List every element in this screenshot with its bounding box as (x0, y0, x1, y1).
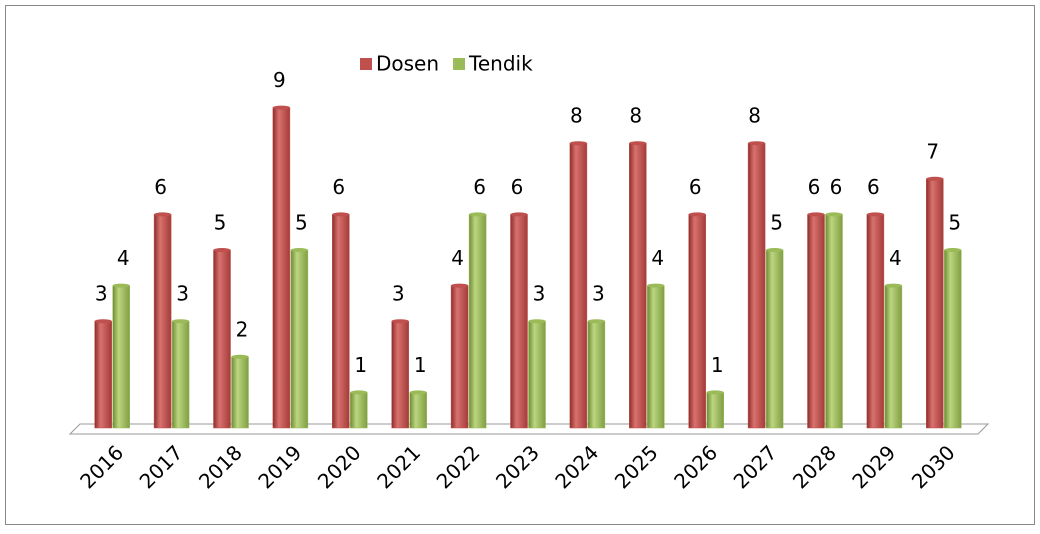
data-label: 7 (926, 139, 939, 163)
bar-top (213, 248, 231, 252)
bar-top (587, 319, 605, 324)
bar (94, 320, 112, 429)
bar (409, 392, 427, 429)
bar-top (944, 248, 962, 252)
bar (629, 142, 647, 429)
bar (272, 107, 291, 429)
data-label: 2 (236, 317, 249, 341)
bar-top (866, 212, 884, 217)
data-label: 6 (689, 175, 702, 199)
bar-top (926, 176, 944, 181)
bar (884, 285, 903, 429)
bar (926, 178, 944, 429)
data-label: 3 (592, 282, 605, 306)
bar (807, 214, 825, 429)
data-label: 3 (176, 282, 189, 306)
data-label: 8 (570, 104, 583, 128)
bar-top (766, 248, 784, 252)
bar-top (172, 319, 190, 324)
bar-top (510, 212, 528, 217)
data-label: 6 (867, 175, 880, 199)
bar (112, 285, 130, 429)
bar (587, 320, 606, 429)
bar (647, 285, 665, 429)
bar-top (629, 141, 647, 146)
bar-top (154, 212, 172, 217)
bar-top (469, 212, 487, 217)
legend-swatch (453, 58, 466, 70)
bar-top (409, 390, 427, 395)
data-label: 5 (214, 211, 227, 235)
bar (688, 214, 706, 429)
data-label: 3 (533, 282, 546, 306)
data-label: 4 (117, 246, 130, 270)
bar (825, 214, 843, 429)
bar (706, 392, 724, 429)
data-label: 8 (629, 104, 642, 128)
data-label: 5 (295, 211, 308, 235)
bar (944, 249, 962, 429)
data-label: 4 (451, 246, 464, 270)
data-label: 3 (95, 282, 108, 306)
bar (391, 320, 409, 429)
bar (765, 249, 784, 429)
bar-top (94, 319, 112, 324)
bar (153, 214, 172, 429)
bar-top (231, 354, 249, 359)
bar (350, 392, 368, 429)
data-label: 5 (770, 211, 783, 235)
bar-top (290, 248, 308, 252)
bar (569, 142, 588, 429)
bar-top (647, 283, 665, 288)
bar-top (569, 141, 587, 146)
bar-top (688, 212, 706, 217)
data-label: 9 (273, 68, 286, 92)
data-label: 1 (354, 353, 367, 377)
data-label: 6 (332, 175, 345, 199)
bar-top (706, 390, 724, 395)
bar-top (332, 212, 350, 217)
legend-swatch (360, 58, 372, 70)
bar (528, 320, 546, 429)
bar (171, 320, 190, 429)
bar-top (825, 212, 843, 217)
bar-top (272, 105, 290, 110)
bar (747, 142, 766, 429)
bar (510, 214, 528, 429)
bar-top (748, 141, 766, 146)
data-label: 3 (392, 282, 405, 306)
data-label: 6 (511, 175, 524, 199)
bar-top (807, 212, 825, 217)
legend-label: Dosen (376, 52, 439, 76)
bar (450, 285, 469, 429)
bar (213, 249, 231, 429)
bar (290, 249, 309, 429)
data-label: 6 (154, 175, 167, 199)
legend-label: Tendik (468, 52, 533, 76)
data-label: 6 (808, 175, 821, 199)
data-label: 4 (889, 246, 902, 270)
bar (866, 214, 885, 429)
bar-top (884, 283, 902, 288)
bar-top (391, 319, 409, 324)
bar (468, 214, 487, 429)
data-label: 1 (414, 353, 427, 377)
bar (332, 214, 350, 429)
bar-top (350, 390, 368, 395)
data-label: 6 (830, 175, 843, 199)
data-label: 5 (948, 211, 961, 235)
data-label: 1 (711, 353, 724, 377)
bar-top (528, 319, 546, 324)
bar (231, 356, 249, 429)
bar-top (451, 283, 469, 288)
data-label: 8 (748, 104, 761, 128)
data-label: 6 (473, 175, 486, 199)
bar-top (112, 283, 130, 288)
data-label: 4 (651, 246, 664, 270)
